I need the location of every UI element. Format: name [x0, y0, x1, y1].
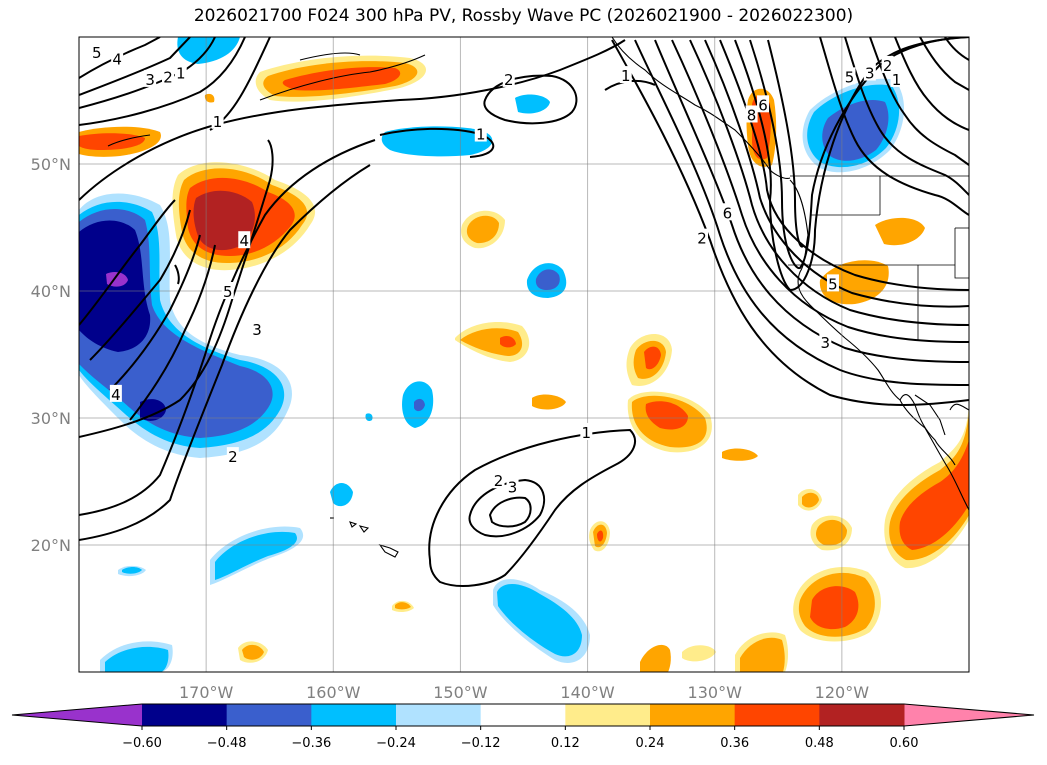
svg-text:2: 2 — [228, 448, 238, 466]
lon-tick-label: 170°W — [179, 683, 234, 702]
contour-label: 4 — [111, 49, 124, 69]
svg-text:2: 2 — [163, 68, 173, 86]
contour-label: 2 — [162, 67, 174, 86]
longitude-tick-labels: 170°W 160°W 150°W 140°W 130°W 120°W — [179, 683, 869, 702]
svg-text:1: 1 — [892, 71, 902, 89]
pv-contours — [79, 37, 969, 587]
contour-label: 6 — [721, 203, 734, 222]
svg-text:4: 4 — [240, 232, 250, 250]
contour-label: 5 — [826, 274, 839, 293]
lat-tick-label: 40°N — [31, 282, 71, 301]
colorbar-segment — [226, 704, 312, 726]
svg-text:2: 2 — [504, 71, 514, 89]
contour-label: 1 — [474, 124, 487, 144]
contour-label: 6 — [757, 95, 770, 114]
lat-tick-label: 50°N — [31, 155, 71, 174]
svg-text:8: 8 — [747, 106, 757, 124]
svg-text:1: 1 — [476, 126, 486, 144]
contour-label: 2 — [696, 228, 708, 248]
colorbar-tick-label: −0.60 — [122, 736, 162, 751]
svg-text:3: 3 — [865, 65, 875, 83]
colorbar-extend-min — [12, 704, 142, 726]
colorbar-tick-label: 0.48 — [805, 736, 834, 751]
svg-text:3: 3 — [821, 334, 831, 352]
svg-text:6: 6 — [758, 96, 768, 114]
lon-tick-label: 120°W — [815, 683, 870, 702]
svg-text:4: 4 — [112, 51, 122, 69]
svg-text:1: 1 — [621, 67, 631, 85]
svg-text:2: 2 — [697, 230, 707, 248]
svg-text:1: 1 — [213, 113, 223, 131]
svg-text:5: 5 — [828, 275, 838, 293]
svg-text:5: 5 — [223, 283, 233, 301]
lon-tick-label: 140°W — [560, 683, 615, 702]
contour-label: 3 — [506, 477, 519, 497]
pc-shading — [79, 37, 969, 672]
colorbar-tick-label: −0.48 — [207, 736, 247, 751]
colorbar: −0.60 −0.48 −0.36 −0.24 −0.12 0.12 0.24 0.36 0.4… — [11, 703, 1035, 751]
contour-label: 1 — [580, 422, 593, 442]
colorbar-segment — [650, 704, 736, 726]
contour-label: 1 — [211, 111, 224, 131]
contour-label: 1 — [174, 63, 187, 83]
colorbar-tick-label: 0.36 — [720, 736, 749, 751]
colorbar-segment — [819, 704, 905, 726]
colorbar-tick-label: 0.24 — [636, 736, 665, 751]
svg-text:3: 3 — [145, 71, 155, 89]
contour-label: 5 — [221, 282, 234, 301]
latitude-tick-labels: 20°N 30°N 40°N 50°N — [31, 155, 71, 555]
svg-text:1: 1 — [176, 65, 186, 83]
svg-text:6: 6 — [723, 204, 733, 222]
colorbar-segment — [142, 704, 228, 726]
contour-label: 4 — [109, 384, 122, 404]
colorbar-segment — [480, 704, 566, 726]
colorbar-tick-label: −0.36 — [291, 736, 331, 751]
contour-label: 3 — [819, 332, 832, 352]
borders — [788, 175, 969, 340]
contour-label: 3 — [251, 320, 263, 339]
svg-text:2: 2 — [883, 57, 893, 75]
svg-text:5: 5 — [92, 44, 102, 62]
lat-tick-label: 30°N — [31, 409, 71, 428]
colorbar-segment — [565, 704, 651, 726]
map-title: 2026021700 F024 300 hPa PV, Rossby Wave … — [193, 6, 854, 26]
lon-tick-label: 150°W — [433, 683, 488, 702]
colorbar-segment — [734, 704, 820, 726]
contour-label: 2 — [226, 447, 239, 466]
svg-text:1: 1 — [582, 424, 592, 442]
gridlines — [79, 37, 969, 672]
colorbar-segment — [396, 704, 482, 726]
colorbar-tick-label: 0.12 — [551, 736, 580, 751]
contour-label: 2 — [492, 471, 505, 490]
contour-label: 5 — [90, 43, 103, 62]
lon-tick-label: 130°W — [688, 683, 743, 702]
svg-text:3: 3 — [252, 321, 262, 339]
contour-label: 3 — [144, 69, 157, 89]
svg-text:5: 5 — [845, 68, 855, 86]
colorbar-tick-label: −0.12 — [461, 736, 501, 751]
lon-tick-label: 160°W — [306, 683, 361, 702]
svg-text:4: 4 — [111, 386, 121, 404]
svg-text:3: 3 — [508, 479, 518, 497]
colorbar-tick-label: 0.60 — [890, 736, 919, 751]
contour-label: 2 — [502, 69, 515, 89]
contour-label: 1 — [890, 69, 903, 89]
colorbar-extend-max — [904, 704, 1034, 726]
contour-label: 5 — [843, 67, 856, 86]
contour-label: 1 — [619, 66, 632, 85]
colorbar-segment — [311, 704, 397, 726]
svg-text:2: 2 — [494, 472, 504, 490]
contour-label: 8 — [745, 105, 758, 124]
lat-tick-label: 20°N — [31, 536, 71, 555]
contour-label: 4 — [238, 231, 251, 250]
colorbar-tick-label: −0.24 — [376, 736, 416, 751]
contour-label: 2 — [881, 55, 894, 75]
contour-label: 3 — [863, 63, 876, 83]
